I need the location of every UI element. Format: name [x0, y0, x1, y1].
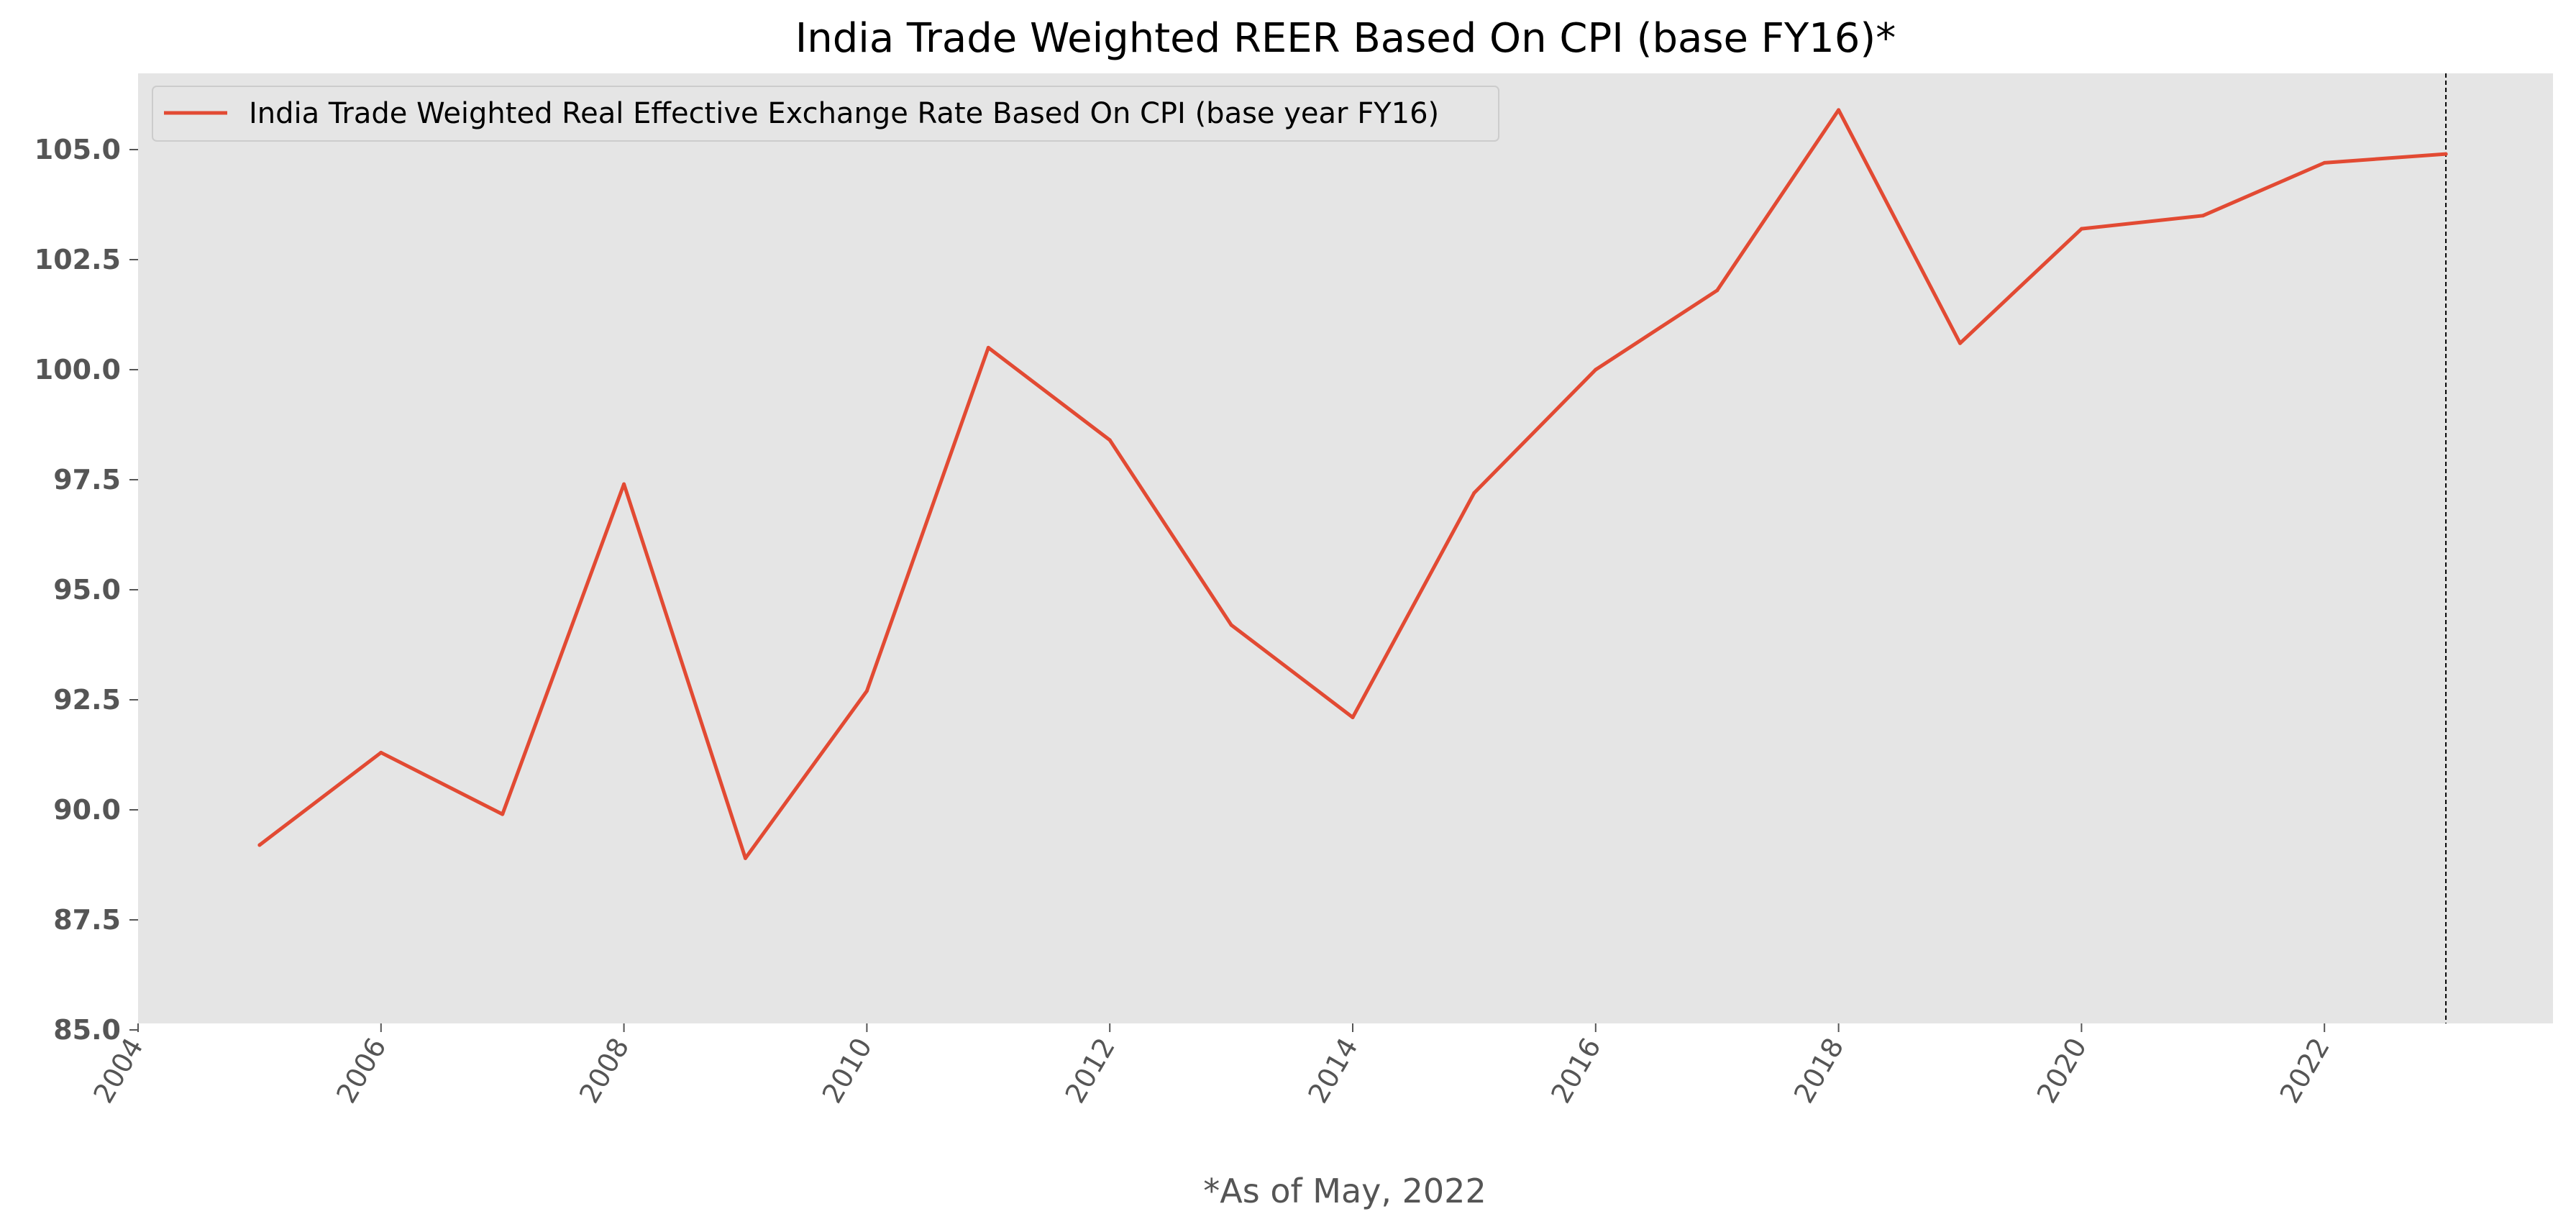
x-tick-label: 2014: [1302, 1033, 1364, 1109]
data-point: [2201, 214, 2205, 218]
data-point: [864, 689, 869, 693]
y-tick-label: 90.0: [53, 794, 121, 826]
plot-area: [138, 73, 2553, 1023]
y-tick-label: 85.0: [53, 1014, 121, 1046]
legend-box: [152, 86, 1499, 142]
data-point: [1107, 438, 1112, 442]
data-point: [2079, 227, 2083, 231]
y-tick-label: 100.0: [35, 354, 121, 385]
data-point: [1837, 108, 1841, 112]
x-tick-label: 2016: [1545, 1033, 1607, 1109]
y-tick-label: 102.5: [35, 244, 121, 275]
data-point: [2322, 160, 2326, 165]
x-tick-label: 2008: [573, 1033, 635, 1109]
x-tick-label: 2020: [2031, 1033, 2093, 1109]
x-tick-label: 2010: [816, 1033, 878, 1109]
data-point: [744, 856, 747, 860]
x-axis-label: *As of May, 2022: [1203, 1172, 1486, 1210]
series-group: [257, 108, 2448, 860]
data-point: [1351, 715, 1355, 719]
x-axis: 2004 2006 2008 2010 2012 2014 2016 2018 2020 2022: [87, 1023, 2336, 1108]
x-tick-label: 2018: [1788, 1033, 1850, 1109]
y-tick-label: 87.5: [53, 904, 121, 936]
x-tick-label: 2006: [330, 1033, 392, 1109]
y-tick-label: 97.5: [53, 464, 121, 496]
data-point: [1472, 490, 1476, 495]
data-point: [1229, 623, 1233, 627]
data-point: [379, 750, 383, 754]
y-axis: 85.0 87.5 90.0 92.5 95.0 97.5 100.0 102.5 105.0: [35, 134, 138, 1046]
data-point: [1958, 341, 1962, 345]
data-point: [1715, 288, 1719, 293]
data-point: [2444, 152, 2448, 156]
y-tick-label: 95.0: [53, 574, 121, 606]
x-tick-label: 2022: [2274, 1033, 2336, 1109]
data-point: [1594, 368, 1598, 372]
chart-title: India Trade Weighted REER Based On CPI (…: [795, 15, 1896, 62]
legend: India Trade Weighted Real Effective Exch…: [152, 86, 1499, 142]
y-tick-label: 105.0: [35, 134, 121, 165]
data-point: [986, 345, 990, 350]
data-point: [257, 843, 262, 847]
data-point: [622, 482, 626, 486]
legend-label: India Trade Weighted Real Effective Exch…: [249, 97, 1439, 130]
data-point: [501, 812, 505, 816]
x-tick-label: 2012: [1059, 1033, 1121, 1109]
y-tick-label: 92.5: [53, 684, 121, 716]
